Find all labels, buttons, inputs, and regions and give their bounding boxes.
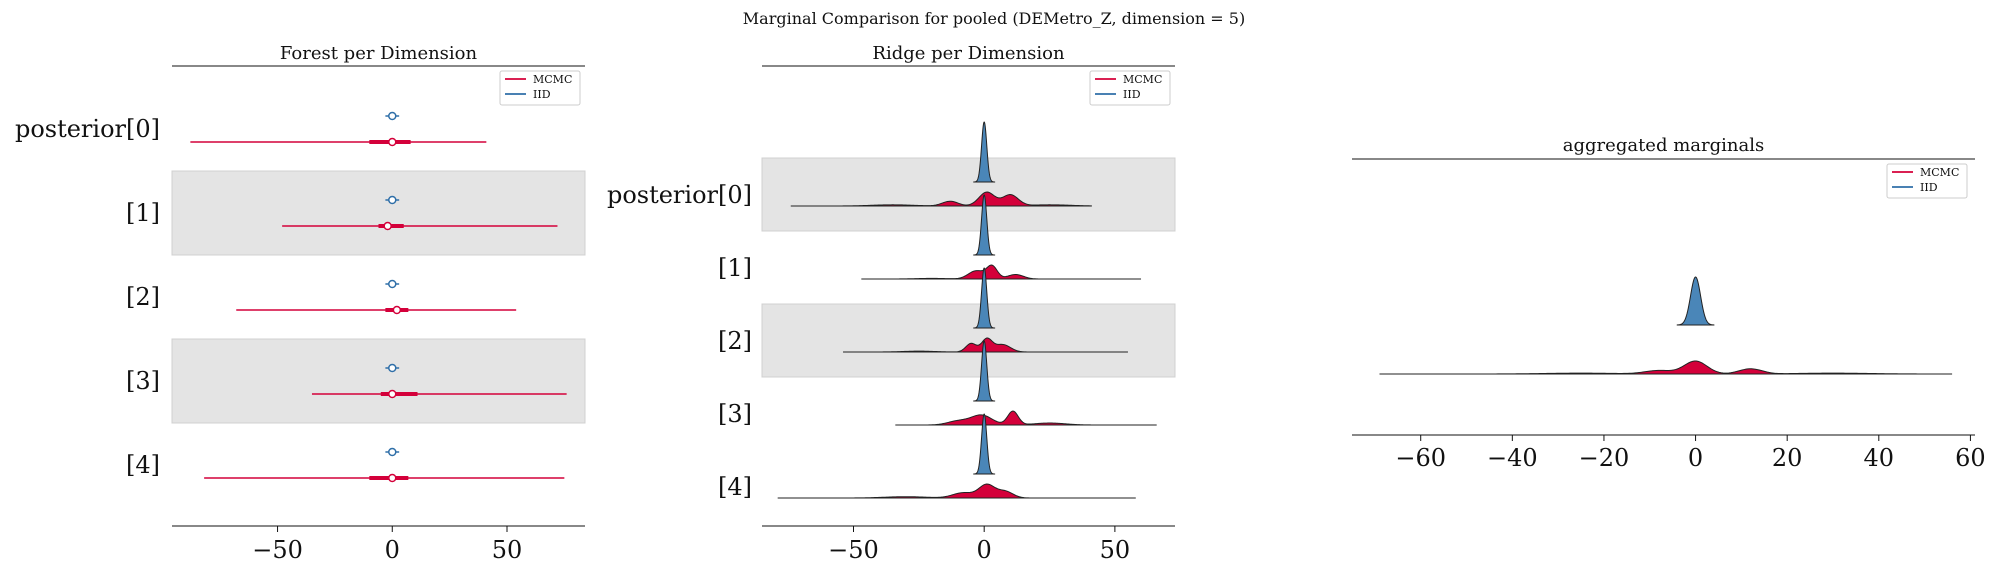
x-tick-label: 50 bbox=[492, 536, 523, 564]
x-tick-label: 40 bbox=[1864, 444, 1895, 472]
row-label: [2] bbox=[718, 327, 752, 355]
row-band bbox=[171, 170, 586, 256]
row-label: [4] bbox=[126, 451, 160, 479]
mcmc-median bbox=[392, 305, 402, 315]
mcmc-median bbox=[383, 221, 392, 231]
x-tick-label: 0 bbox=[385, 536, 400, 564]
row-band bbox=[761, 303, 1176, 378]
legend-mcmc-label: MCMC bbox=[1123, 73, 1162, 86]
iid-median bbox=[388, 279, 397, 289]
ridge-panel: Ridge per Dimension posterior[0] [1] [2] [3]… bbox=[607, 43, 1176, 564]
forest-panel: Forest per Dimension posterior[0] [1] [2] [3… bbox=[15, 43, 586, 564]
row-label: [3] bbox=[126, 367, 160, 395]
legend-iid-label: IID bbox=[1123, 88, 1141, 101]
iid-median bbox=[388, 111, 397, 121]
iid-median bbox=[388, 363, 397, 373]
panel-title: Ridge per Dimension bbox=[872, 43, 1065, 64]
mcmc-density bbox=[777, 483, 1136, 499]
mcmc-density bbox=[895, 410, 1157, 426]
row-label: [4] bbox=[718, 473, 752, 501]
row-band bbox=[171, 338, 586, 424]
panel-title: aggregated marginals bbox=[1563, 135, 1764, 156]
mcmc-density bbox=[861, 264, 1142, 280]
x-tick-label: 0 bbox=[1688, 444, 1703, 472]
row-label: [2] bbox=[126, 283, 160, 311]
legend-mcmc-label: MCMC bbox=[533, 73, 572, 86]
iid-density bbox=[973, 121, 996, 183]
row-label: [1] bbox=[126, 199, 160, 227]
mcmc-median bbox=[388, 473, 397, 483]
x-tick-label: −50 bbox=[252, 536, 303, 564]
x-tick-label: 0 bbox=[977, 536, 992, 564]
mcmc-median bbox=[388, 137, 397, 147]
iid-density bbox=[973, 340, 996, 402]
figure-title: Marginal Comparison for pooled (DEMetro_… bbox=[743, 9, 1245, 28]
x-tick-label: 60 bbox=[1955, 444, 1986, 472]
row-label: [3] bbox=[718, 400, 752, 428]
x-tick-label: −60 bbox=[1395, 444, 1446, 472]
x-tick-label: −20 bbox=[1579, 444, 1630, 472]
mcmc-median bbox=[388, 389, 397, 399]
x-tick-label: −50 bbox=[828, 536, 879, 564]
row-label: [1] bbox=[718, 254, 752, 282]
iid-density bbox=[973, 194, 996, 256]
iid-median bbox=[388, 447, 397, 457]
row-label: posterior[0] bbox=[607, 181, 752, 209]
iid-density bbox=[973, 413, 996, 475]
mcmc-density bbox=[1379, 360, 1953, 375]
x-tick-label: −40 bbox=[1487, 444, 1538, 472]
legend-iid-label: IID bbox=[533, 88, 551, 101]
mcmc-density bbox=[790, 191, 1092, 207]
iid-density bbox=[973, 267, 996, 329]
iid-median bbox=[388, 195, 397, 205]
panel-title: Forest per Dimension bbox=[280, 43, 478, 64]
aggregated-panel: aggregated marginals −60 −40 −20 0 20 40 60 MCMC… bbox=[1352, 135, 1986, 472]
legend-mcmc-label: MCMC bbox=[1920, 166, 1959, 179]
iid-density bbox=[1676, 276, 1715, 326]
x-tick-label: 20 bbox=[1772, 444, 1803, 472]
x-tick-label: 50 bbox=[1100, 536, 1131, 564]
legend-iid-label: IID bbox=[1920, 181, 1938, 194]
row-label: posterior[0] bbox=[15, 115, 160, 143]
row-band bbox=[761, 157, 1176, 232]
